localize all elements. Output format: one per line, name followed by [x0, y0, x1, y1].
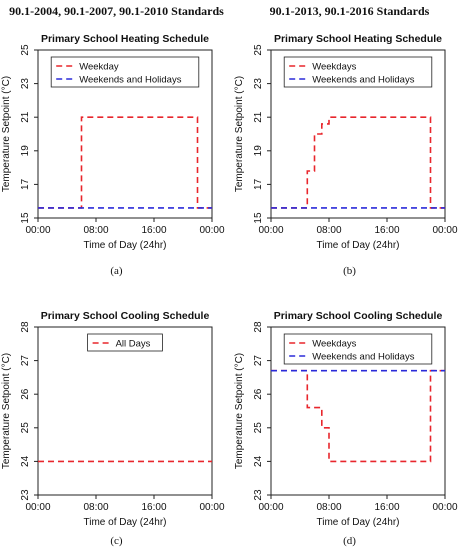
x-tick-label: 08:00: [83, 502, 108, 513]
y-tick-label: 23: [253, 489, 264, 501]
y-tick-label: 26: [20, 388, 31, 400]
plot-frame: [37, 326, 213, 496]
x-tick-label: 08:00: [316, 225, 341, 236]
x-tick-label: 00:00: [432, 502, 457, 513]
series-line-red: [38, 116, 212, 209]
series-line-red: [271, 369, 445, 463]
plot-frame: [270, 326, 446, 496]
y-tick-label: 26: [253, 388, 264, 400]
x-tick-label: 00:00: [258, 225, 283, 236]
y-tick-label: 25: [253, 44, 264, 56]
caption-d: (d): [343, 535, 356, 547]
legend-label: Weekends and Holidays: [312, 75, 415, 86]
legend-label: Weekday: [79, 62, 119, 73]
x-tick-label: 00:00: [258, 502, 283, 513]
y-axis-label: Temperature Setpoint (°C): [1, 353, 12, 469]
y-axis-label: Temperature Setpoint (°C): [1, 76, 12, 192]
y-tick-label: 15: [253, 212, 264, 224]
y-tick-label: 24: [20, 455, 31, 467]
legend-label: Weekdays: [312, 339, 356, 350]
y-tick-label: 21: [20, 111, 31, 123]
legend-box: [283, 56, 433, 88]
y-tick-label: 15: [20, 212, 31, 224]
x-tick-label: 00:00: [25, 502, 50, 513]
chart-title: Primary School Cooling Schedule: [274, 310, 443, 322]
legend-label: Weekends and Holidays: [79, 75, 182, 86]
caption-c: (c): [110, 535, 123, 547]
legend-box: [283, 333, 433, 365]
chart-b: Primary School Heating Schedule 15 17 19 21 2…: [234, 33, 458, 251]
x-axis-label: Time of Day (24hr): [317, 517, 400, 528]
column-title-left: 90.1-2004, 90.1-2007, 90.1-2010 Standard…: [9, 4, 224, 18]
x-tick-label: 00:00: [25, 225, 50, 236]
y-tick-label: 23: [253, 78, 264, 90]
legend-label: Weekdays: [312, 62, 356, 73]
chart-d: Primary School Cooling Schedule 23 24 25 26 2…: [234, 310, 458, 528]
y-axis-label: Temperature Setpoint (°C): [234, 353, 245, 469]
chart-c: Primary School Cooling Schedule 23 24 25 26 2…: [1, 310, 225, 528]
series-line-red: [271, 116, 445, 209]
x-tick-label: 16:00: [374, 502, 399, 513]
legend-box: [87, 333, 163, 352]
plot-frame: [270, 49, 446, 219]
x-tick-label: 16:00: [374, 225, 399, 236]
x-tick-label: 16:00: [141, 225, 166, 236]
y-tick-label: 23: [20, 78, 31, 90]
y-tick-label: 21: [253, 111, 264, 123]
y-tick-label: 27: [20, 355, 31, 367]
y-tick-label: 25: [20, 44, 31, 56]
chart-title: Primary School Heating Schedule: [274, 33, 442, 45]
y-tick-label: 25: [20, 422, 31, 434]
y-tick-label: 28: [253, 321, 264, 333]
x-tick-label: 08:00: [316, 502, 341, 513]
legend-box: [50, 56, 200, 88]
x-tick-label: 00:00: [199, 502, 224, 513]
y-tick-label: 24: [253, 455, 264, 467]
chart-title: Primary School Cooling Schedule: [41, 310, 210, 322]
y-axis-label: Temperature Setpoint (°C): [234, 76, 245, 192]
y-tick-label: 27: [253, 355, 264, 367]
legend-label: All Days: [116, 339, 151, 350]
x-axis-label: Time of Day (24hr): [317, 240, 400, 251]
x-tick-label: 16:00: [141, 502, 166, 513]
x-axis-label: Time of Day (24hr): [84, 240, 167, 251]
y-tick-label: 28: [20, 321, 31, 333]
plot-frame: [37, 49, 213, 219]
caption-b: (b): [343, 265, 356, 277]
chart-a: Primary School Heating Schedule 15 17 19 21 2…: [1, 33, 225, 251]
x-tick-label: 08:00: [83, 225, 108, 236]
y-tick-label: 19: [20, 145, 31, 157]
chart-title: Primary School Heating Schedule: [41, 33, 209, 45]
y-tick-label: 23: [20, 489, 31, 501]
caption-a: (a): [110, 265, 123, 277]
x-tick-label: 00:00: [199, 225, 224, 236]
legend-label: Weekends and Holidays: [312, 352, 415, 363]
y-tick-label: 19: [253, 145, 264, 157]
y-tick-label: 17: [20, 178, 31, 190]
y-tick-label: 17: [253, 178, 264, 190]
y-tick-label: 25: [253, 422, 264, 434]
column-title-right: 90.1-2013, 90.1-2016 Standards: [269, 4, 430, 18]
x-axis-label: Time of Day (24hr): [84, 517, 167, 528]
x-tick-label: 00:00: [432, 225, 457, 236]
